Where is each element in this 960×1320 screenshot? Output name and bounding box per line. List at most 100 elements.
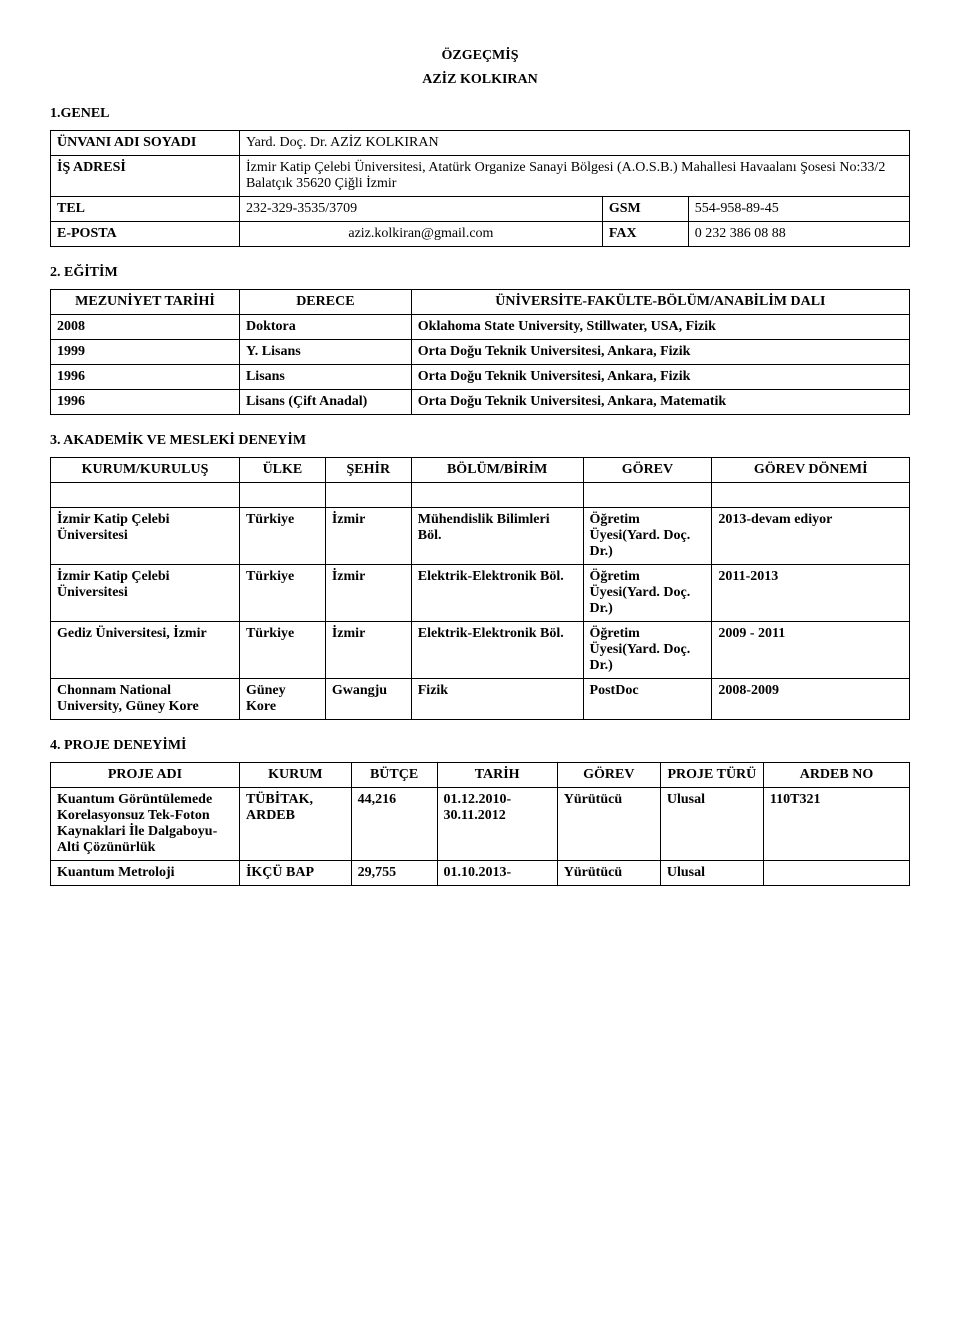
col-inst: KURUM (239, 763, 351, 788)
exp-country: Türkiye (239, 622, 325, 679)
col-period: GÖREV DÖNEMİ (712, 458, 910, 483)
exp-role: Öğretim Üyesi(Yard. Doç. Dr.) (583, 622, 712, 679)
label-fax: FAX (602, 222, 688, 247)
col-budget: BÜTÇE (351, 763, 437, 788)
doc-name: AZİZ KOLKIRAN (50, 72, 910, 88)
col-degree: DERECE (239, 290, 411, 315)
value-tel: 232-329-3535/3709 (239, 197, 602, 222)
label-eposta: E-POSTA (51, 222, 240, 247)
exp-dept: Mühendislik Bilimleri Böl. (411, 508, 583, 565)
table-row: Kuantum Görüntülemede Korelasyonsuz Tek-… (51, 788, 910, 861)
edu-detail: Orta Doğu Teknik Universitesi, Ankara, F… (411, 340, 909, 365)
label-unvani: ÜNVANI ADI SOYADI (51, 131, 240, 156)
table-row: TEL 232-329-3535/3709 GSM 554-958-89-45 (51, 197, 910, 222)
edu-year: 2008 (51, 315, 240, 340)
proj-name: Kuantum Görüntülemede Korelasyonsuz Tek-… (51, 788, 240, 861)
proj-inst: İKÇÜ BAP (239, 861, 351, 886)
exp-country: Türkiye (239, 565, 325, 622)
table-row: İzmir Katip Çelebi Üniversitesi Türkiye … (51, 508, 910, 565)
table-row: 1996 Lisans (Çift Anadal) Orta Doğu Tekn… (51, 390, 910, 415)
col-dept: BÖLÜM/BİRİM (411, 458, 583, 483)
edu-year: 1999 (51, 340, 240, 365)
section2-heading: 2. EĞİTİM (50, 265, 910, 281)
education-table: MEZUNİYET TARİHİ DERECE ÜNİVERSİTE-FAKÜL… (50, 289, 910, 415)
proj-date: 01.12.2010-30.11.2012 (437, 788, 557, 861)
proj-no: 110T321 (763, 788, 909, 861)
proj-date: 01.10.2013- (437, 861, 557, 886)
exp-org: Chonnam National University, Güney Kore (51, 679, 240, 720)
edu-degree: Lisans (239, 365, 411, 390)
value-unvani: Yard. Doç. Dr. AZİZ KOLKIRAN (239, 131, 909, 156)
exp-dept: Elektrik-Elektronik Böl. (411, 565, 583, 622)
value-eposta: aziz.kolkiran@gmail.com (239, 222, 602, 247)
table-row: İzmir Katip Çelebi Üniversitesi Türkiye … (51, 565, 910, 622)
table-row: 1996 Lisans Orta Doğu Teknik Universites… (51, 365, 910, 390)
exp-role: Öğretim Üyesi(Yard. Doç. Dr.) (583, 565, 712, 622)
general-table: ÜNVANI ADI SOYADI Yard. Doç. Dr. AZİZ KO… (50, 130, 910, 247)
value-fax: 0 232 386 08 88 (688, 222, 909, 247)
exp-dept: Elektrik-Elektronik Böl. (411, 622, 583, 679)
col-date: TARİH (437, 763, 557, 788)
proj-budget: 29,755 (351, 861, 437, 886)
table-row: ÜNVANI ADI SOYADI Yard. Doç. Dr. AZİZ KO… (51, 131, 910, 156)
exp-country: Türkiye (239, 508, 325, 565)
exp-city: İzmir (325, 508, 411, 565)
exp-city: İzmir (325, 565, 411, 622)
table-row: 1999 Y. Lisans Orta Doğu Teknik Universi… (51, 340, 910, 365)
proj-type: Ulusal (660, 861, 763, 886)
exp-period: 2008-2009 (712, 679, 910, 720)
exp-org: Gediz Üniversitesi, İzmir (51, 622, 240, 679)
experience-table: KURUM/KURULUŞ ÜLKE ŞEHİR BÖLÜM/BİRİM GÖR… (50, 457, 910, 720)
value-gsm: 554-958-89-45 (688, 197, 909, 222)
edu-year: 1996 (51, 365, 240, 390)
section4-heading: 4. PROJE DENEYİMİ (50, 738, 910, 754)
col-proj: PROJE ADI (51, 763, 240, 788)
proj-type: Ulusal (660, 788, 763, 861)
table-header-row: PROJE ADI KURUM BÜTÇE TARİH GÖREV PROJE … (51, 763, 910, 788)
col-country: ÜLKE (239, 458, 325, 483)
exp-org: İzmir Katip Çelebi Üniversitesi (51, 565, 240, 622)
proj-inst: TÜBİTAK, ARDEB (239, 788, 351, 861)
edu-degree: Lisans (Çift Anadal) (239, 390, 411, 415)
exp-period: 2013-devam ediyor (712, 508, 910, 565)
col-role: GÖREV (557, 763, 660, 788)
exp-country: Güney Kore (239, 679, 325, 720)
section1-heading: 1.GENEL (50, 106, 910, 122)
proj-role: Yürütücü (557, 861, 660, 886)
exp-org: İzmir Katip Çelebi Üniversitesi (51, 508, 240, 565)
label-gsm: GSM (602, 197, 688, 222)
table-row: Kuantum Metroloji İKÇÜ BAP 29,755 01.10.… (51, 861, 910, 886)
col-no: ARDEB NO (763, 763, 909, 788)
exp-city: Gwangju (325, 679, 411, 720)
table-row: İŞ ADRESİ İzmir Katip Çelebi Üniversites… (51, 156, 910, 197)
exp-city: İzmir (325, 622, 411, 679)
col-org: KURUM/KURULUŞ (51, 458, 240, 483)
edu-year: 1996 (51, 390, 240, 415)
exp-dept: Fizik (411, 679, 583, 720)
edu-degree: Doktora (239, 315, 411, 340)
col-city: ŞEHİR (325, 458, 411, 483)
label-adres: İŞ ADRESİ (51, 156, 240, 197)
edu-detail: Orta Doğu Teknik Universitesi, Ankara, F… (411, 365, 909, 390)
col-type: PROJE TÜRÜ (660, 763, 763, 788)
proj-name: Kuantum Metroloji (51, 861, 240, 886)
table-row: Gediz Üniversitesi, İzmir Türkiye İzmir … (51, 622, 910, 679)
doc-title: ÖZGEÇMİŞ (50, 48, 910, 64)
table-row: 2008 Doktora Oklahoma State University, … (51, 315, 910, 340)
col-detail: ÜNİVERSİTE-FAKÜLTE-BÖLÜM/ANABİLİM DALI (411, 290, 909, 315)
col-role: GÖREV (583, 458, 712, 483)
table-header-row: KURUM/KURULUŞ ÜLKE ŞEHİR BÖLÜM/BİRİM GÖR… (51, 458, 910, 483)
label-tel: TEL (51, 197, 240, 222)
table-row: E-POSTA aziz.kolkiran@gmail.com FAX 0 23… (51, 222, 910, 247)
col-year: MEZUNİYET TARİHİ (51, 290, 240, 315)
exp-period: 2009 - 2011 (712, 622, 910, 679)
project-table: PROJE ADI KURUM BÜTÇE TARİH GÖREV PROJE … (50, 762, 910, 886)
edu-degree: Y. Lisans (239, 340, 411, 365)
exp-role: Öğretim Üyesi(Yard. Doç. Dr.) (583, 508, 712, 565)
section3-heading: 3. AKADEMİK VE MESLEKİ DENEYİM (50, 433, 910, 449)
value-adres: İzmir Katip Çelebi Üniversitesi, Atatürk… (239, 156, 909, 197)
edu-detail: Orta Doğu Teknik Universitesi, Ankara, M… (411, 390, 909, 415)
exp-period: 2011-2013 (712, 565, 910, 622)
proj-role: Yürütücü (557, 788, 660, 861)
table-row: Chonnam National University, Güney Kore … (51, 679, 910, 720)
